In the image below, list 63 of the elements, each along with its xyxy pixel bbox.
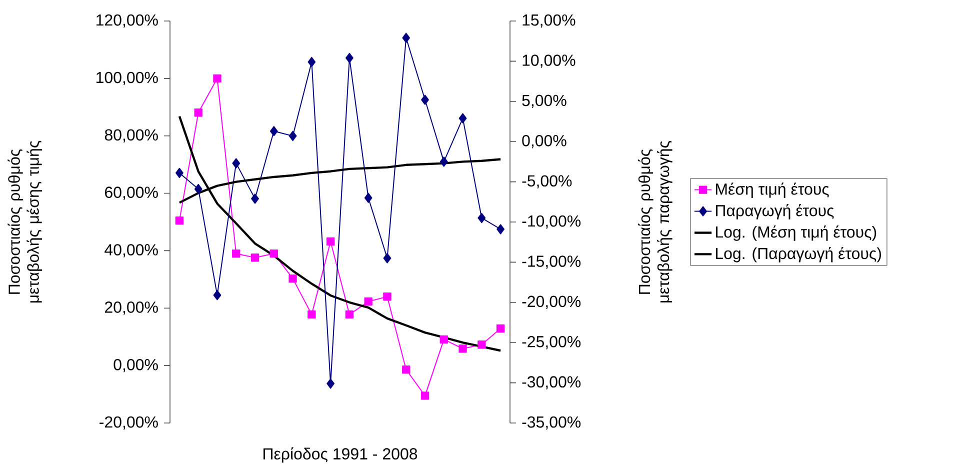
y2-tick-label: -30,00% [522, 376, 581, 390]
point [326, 378, 335, 389]
y2-tick-label: -5,00% [522, 175, 572, 188]
point [232, 158, 240, 168]
point [496, 224, 505, 234]
y2-tick-label: -10,00% [522, 215, 581, 229]
point [308, 56, 316, 68]
point [251, 194, 259, 204]
legend-label: Παραγωγή έτους [716, 204, 834, 220]
point [420, 392, 430, 400]
point [194, 184, 202, 194]
y2-tick-label: -35,00% [522, 416, 581, 430]
y2-tick-label: -25,00% [522, 336, 581, 350]
point [270, 126, 278, 136]
point [364, 192, 372, 203]
point [383, 253, 392, 264]
y2-tick-label: -20,00% [522, 296, 581, 309]
y-tick-label: 120,00% [96, 14, 158, 28]
line-series [178, 115, 502, 352]
x-axis-title: Περίοδος 1991 - 2008 [264, 447, 418, 463]
point [346, 52, 354, 64]
point [175, 216, 184, 225]
point [458, 344, 467, 353]
point [402, 32, 410, 43]
point [213, 290, 222, 300]
point [440, 335, 448, 344]
y-tick-label: 40,00% [104, 244, 158, 258]
y-tick-label: -20,00% [100, 416, 158, 430]
point [383, 292, 392, 301]
point [440, 156, 448, 167]
y2-tick-label: -15,00% [522, 256, 581, 269]
legend-label: Log. (Παραγωγή έτους) [716, 246, 881, 262]
point [364, 297, 372, 306]
y2-axis-title: Ποσοστιαίος ρυθμός μεταβολής παραγωγής [638, 141, 672, 302]
point [194, 108, 202, 117]
point [308, 310, 316, 319]
y-axis-title: Ποσοστιαίος ρυθμός μεταβολής μέσης τιμής [8, 140, 42, 303]
point [345, 310, 354, 319]
y2-tick-label: 15,00% [522, 14, 576, 28]
point [270, 249, 278, 258]
point [478, 212, 486, 224]
y2-tick-label: 5,00% [522, 94, 566, 108]
point [421, 94, 429, 105]
point [402, 365, 410, 374]
legend-label: Log. (Μέση τιμή έτους) [716, 226, 876, 241]
y-tick-label: 80,00% [104, 129, 158, 142]
point [326, 237, 335, 246]
point [288, 274, 297, 283]
y2-tick-label: 10,00% [522, 54, 576, 68]
point [213, 74, 222, 83]
point [176, 168, 184, 178]
y-tick-label: 20,00% [105, 302, 158, 315]
point [458, 113, 467, 124]
point [288, 130, 297, 142]
point [250, 253, 260, 262]
y-tick-label: 100,00% [96, 72, 158, 86]
y-tick-label: 60,00% [105, 186, 158, 200]
point [232, 249, 240, 258]
point [478, 340, 486, 349]
legend-label: Μέση τιμή έτους [716, 182, 829, 198]
point [496, 324, 505, 333]
y-tick-label: 0,00% [114, 358, 158, 372]
y2-tick-label: 0,00% [522, 134, 566, 148]
